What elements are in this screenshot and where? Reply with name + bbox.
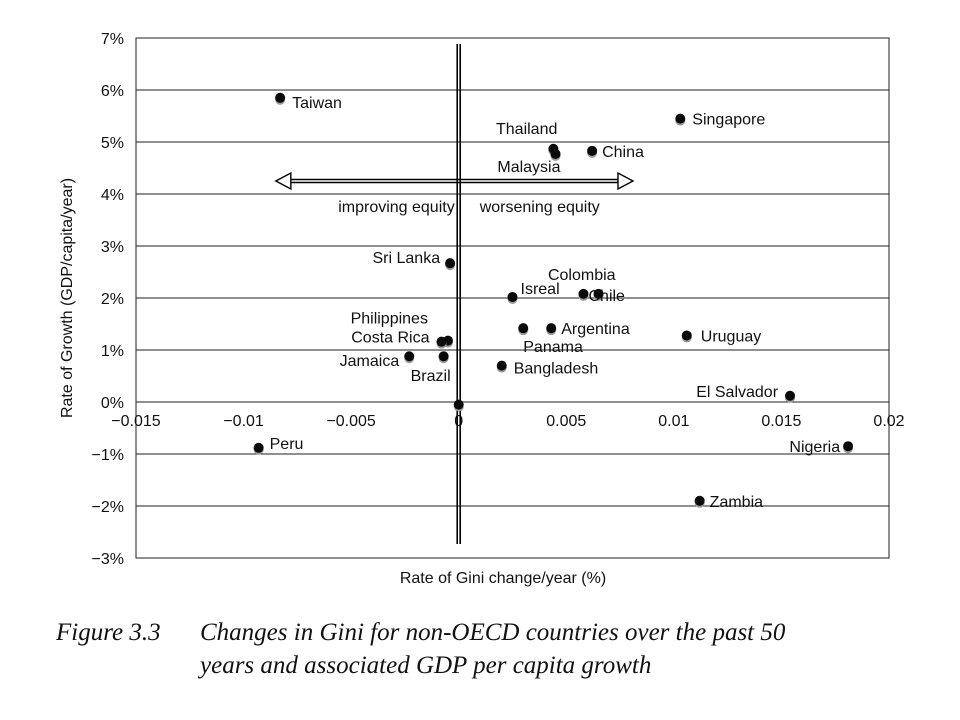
point-label: Philippines — [351, 311, 428, 328]
plot-frame — [135, 37, 890, 559]
data-point — [694, 495, 705, 506]
chart: 7% 6% 5% 4% 3% 2% 1% 0% −1% −2% −3% −0.015 −0.01 −0.… — [59, 31, 905, 587]
worsening-equity-label: worsening equity — [479, 199, 600, 216]
data-point — [453, 399, 464, 410]
data-point — [785, 390, 796, 401]
point-label: Chile — [588, 288, 625, 305]
y-tick-label: 1% — [101, 343, 124, 360]
data-point — [445, 258, 456, 269]
point-label: Argentina — [561, 321, 630, 338]
x-tick-label: −0.015 — [111, 413, 160, 430]
data-point — [518, 323, 529, 334]
point-label: Panama — [523, 339, 583, 356]
point-label: Nigeria — [789, 439, 840, 456]
point-label: Singapore — [692, 112, 765, 129]
y-tick-label: −2% — [92, 499, 124, 516]
equity-arrow: improving equity worsening equity — [274, 171, 635, 216]
point-label: Colombia — [548, 267, 616, 284]
data-point — [681, 330, 692, 341]
arrow-head-right — [617, 171, 635, 191]
x-tick-label: −0.005 — [326, 413, 375, 430]
figure-caption: Figure 3.3 Changes in Gini for non-OECD … — [56, 616, 936, 682]
plot-border — [135, 37, 890, 559]
point-label: Thailand — [496, 121, 557, 138]
scatter-plot: 7%6%5%4%3%2%1%0%−1%−2%−3% −0.015 −0.01 −0.… — [59, 31, 905, 587]
point-label: Malaysia — [497, 159, 560, 176]
y-tick-label: −3% — [92, 551, 124, 568]
arrow-head-left — [274, 171, 292, 191]
improving-equity-label: improving equity — [338, 199, 455, 216]
figure-number: Figure 3.3 — [56, 619, 161, 646]
y-tick-label: 3% — [101, 239, 124, 256]
data-point — [675, 113, 686, 124]
data-point — [578, 288, 589, 299]
x-tick-labels: −0.015 −0.01 −0.005 0 0.005 0.01 0.015 0.02 — [111, 413, 904, 430]
y-tick-label: 5% — [101, 135, 124, 152]
y-tick-label: 2% — [101, 291, 124, 308]
point-label: Peru — [270, 436, 304, 453]
data-point — [507, 291, 518, 302]
caption-line-2: years and associated GDP per capita grow… — [200, 652, 652, 679]
point-label: China — [602, 144, 644, 161]
x-tick-label: −0.01 — [223, 413, 264, 430]
caption-line-1: Changes in Gini for non-OECD countries o… — [200, 619, 786, 646]
x-tick-label: 0.005 — [546, 413, 586, 430]
point-label: Uruguay — [701, 328, 761, 345]
y-tick-label: 0% — [101, 395, 124, 412]
point-label: El Salvador — [696, 384, 778, 401]
data-point — [843, 441, 854, 452]
x-tick-label: 0.02 — [873, 413, 904, 430]
y-tick-label: 7% — [101, 31, 124, 48]
data-point — [253, 442, 264, 453]
data-point — [496, 360, 507, 371]
data-point — [593, 288, 604, 299]
x-tick-label: 0.01 — [658, 413, 689, 430]
y-axis-title: Rate of Growth (GDP/capita/year) — [59, 178, 76, 418]
data-point — [404, 351, 415, 362]
y-tick-labels: 7% 6% 5% 4% 3% 2% 1% 0% −1% −2% −3% — [92, 31, 124, 568]
point-label: Sri Lanka — [373, 250, 441, 267]
data-points: Taiwan Singapore Thailand Malaysia China Sri … — [253, 92, 854, 511]
data-point — [587, 145, 598, 156]
data-point — [438, 351, 449, 362]
data-point — [546, 323, 557, 334]
data-point — [275, 92, 286, 103]
y-tick-label: −1% — [92, 447, 124, 464]
data-point — [550, 148, 561, 159]
point-label: Brazil — [411, 368, 451, 385]
point-label: Costa Rica — [351, 330, 429, 347]
point-label: Jamaica — [340, 353, 400, 370]
x-axis-title: Rate of Gini change/year (%) — [400, 570, 606, 587]
point-label: Bangladesh — [514, 361, 599, 378]
x-tick-label: 0 — [454, 413, 463, 430]
zero-axis — [456, 44, 462, 544]
point-label: Taiwan — [292, 95, 342, 112]
data-point — [436, 336, 447, 347]
y-tick-label: 4% — [101, 187, 124, 204]
y-tick-label: 6% — [101, 83, 124, 100]
point-label: Isreal — [521, 281, 560, 298]
point-label: Zambia — [710, 494, 763, 511]
x-tick-label: 0.015 — [761, 413, 801, 430]
